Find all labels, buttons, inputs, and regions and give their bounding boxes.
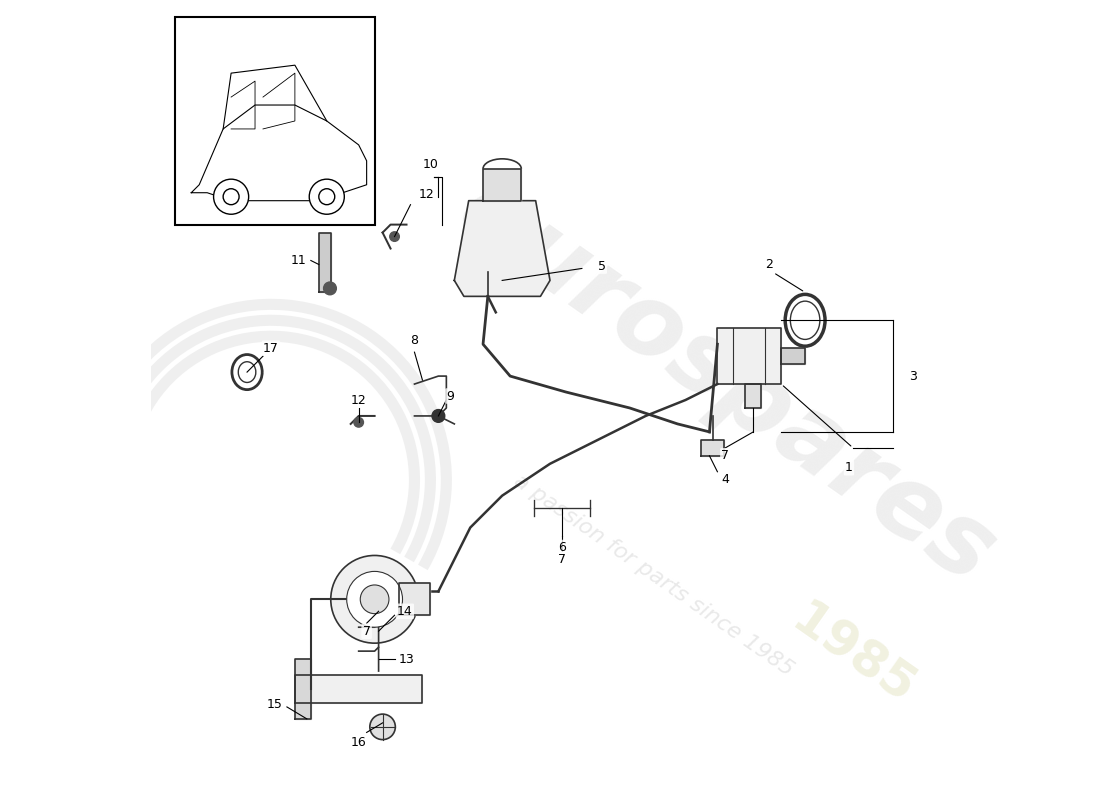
Text: eurospares: eurospares xyxy=(439,163,1012,606)
Text: 6: 6 xyxy=(558,541,565,554)
Text: 15: 15 xyxy=(267,698,283,711)
Text: 12: 12 xyxy=(351,394,366,406)
Polygon shape xyxy=(781,348,805,364)
Circle shape xyxy=(309,179,344,214)
Polygon shape xyxy=(454,201,550,296)
Polygon shape xyxy=(295,675,422,703)
Text: 13: 13 xyxy=(398,653,415,666)
Polygon shape xyxy=(717,328,781,384)
Text: 7: 7 xyxy=(558,553,566,566)
Polygon shape xyxy=(319,233,331,292)
Circle shape xyxy=(432,410,444,422)
Text: 3: 3 xyxy=(909,370,916,382)
Text: 12: 12 xyxy=(419,188,435,201)
Text: 1: 1 xyxy=(845,462,853,474)
Polygon shape xyxy=(398,583,430,615)
Polygon shape xyxy=(483,169,521,201)
Text: 10: 10 xyxy=(422,158,439,171)
Polygon shape xyxy=(702,440,724,456)
Bar xyxy=(175,18,375,225)
Text: 14: 14 xyxy=(397,605,412,618)
Text: 8: 8 xyxy=(410,334,418,346)
Circle shape xyxy=(331,555,418,643)
Circle shape xyxy=(213,179,249,214)
Circle shape xyxy=(370,714,395,740)
Text: 9: 9 xyxy=(447,390,454,402)
Text: 2: 2 xyxy=(766,258,773,271)
Text: 4: 4 xyxy=(722,474,729,486)
Circle shape xyxy=(354,418,363,427)
Circle shape xyxy=(389,232,399,242)
Circle shape xyxy=(223,189,239,205)
Text: 7: 7 xyxy=(722,450,729,462)
Text: 5: 5 xyxy=(597,259,606,273)
Polygon shape xyxy=(746,384,761,408)
Text: 7: 7 xyxy=(363,625,371,638)
Circle shape xyxy=(323,282,337,294)
Text: 17: 17 xyxy=(263,342,279,354)
Text: 16: 16 xyxy=(351,736,366,750)
Text: a passion for parts since 1985: a passion for parts since 1985 xyxy=(510,470,798,680)
Text: 11: 11 xyxy=(292,254,307,267)
Text: 1985: 1985 xyxy=(782,595,924,714)
Circle shape xyxy=(361,585,389,614)
Polygon shape xyxy=(295,659,311,719)
Circle shape xyxy=(346,571,403,627)
Circle shape xyxy=(319,189,334,205)
